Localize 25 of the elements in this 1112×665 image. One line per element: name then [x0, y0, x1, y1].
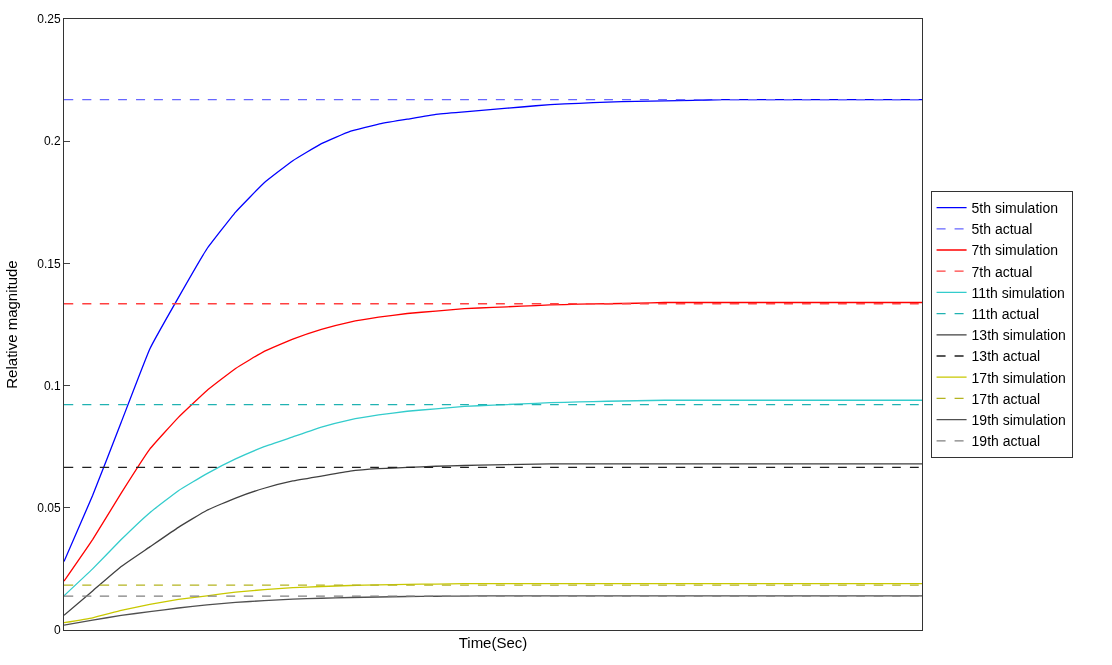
- legend-label: 11th simulation: [971, 284, 1065, 301]
- line-series: [64, 582, 922, 624]
- y-tick-label: 0.15: [37, 256, 61, 271]
- y-axis-title: Relative magnitude: [3, 260, 21, 389]
- legend-label: 11th actual: [971, 306, 1040, 323]
- legend-label: 17th actual: [971, 390, 1041, 407]
- x-axis-title: Time(Sec): [458, 633, 528, 651]
- legend-label: 19th actual: [971, 433, 1041, 450]
- legend-label: 7th simulation: [971, 242, 1058, 259]
- line-series: [64, 463, 922, 616]
- line-series: [64, 98, 922, 563]
- legend-label: 5th actual: [971, 221, 1033, 238]
- y-tick-label: 0: [53, 623, 61, 638]
- y-tick-label: 0.25: [37, 12, 61, 27]
- legend-label: 19th simulation: [971, 412, 1066, 429]
- legend-label: 7th actual: [971, 263, 1033, 280]
- legend-label: 17th simulation: [971, 369, 1066, 386]
- legend-label: 5th simulation: [971, 200, 1058, 217]
- line-series: [64, 301, 922, 582]
- legend-label: 13th actual: [971, 348, 1041, 365]
- legend-label: 13th simulation: [971, 327, 1066, 344]
- y-tick-label: 0.1: [43, 378, 61, 393]
- y-tick-label: 0.05: [37, 501, 61, 515]
- y-tick-label: 0.2: [43, 134, 61, 149]
- line-series: [64, 399, 922, 597]
